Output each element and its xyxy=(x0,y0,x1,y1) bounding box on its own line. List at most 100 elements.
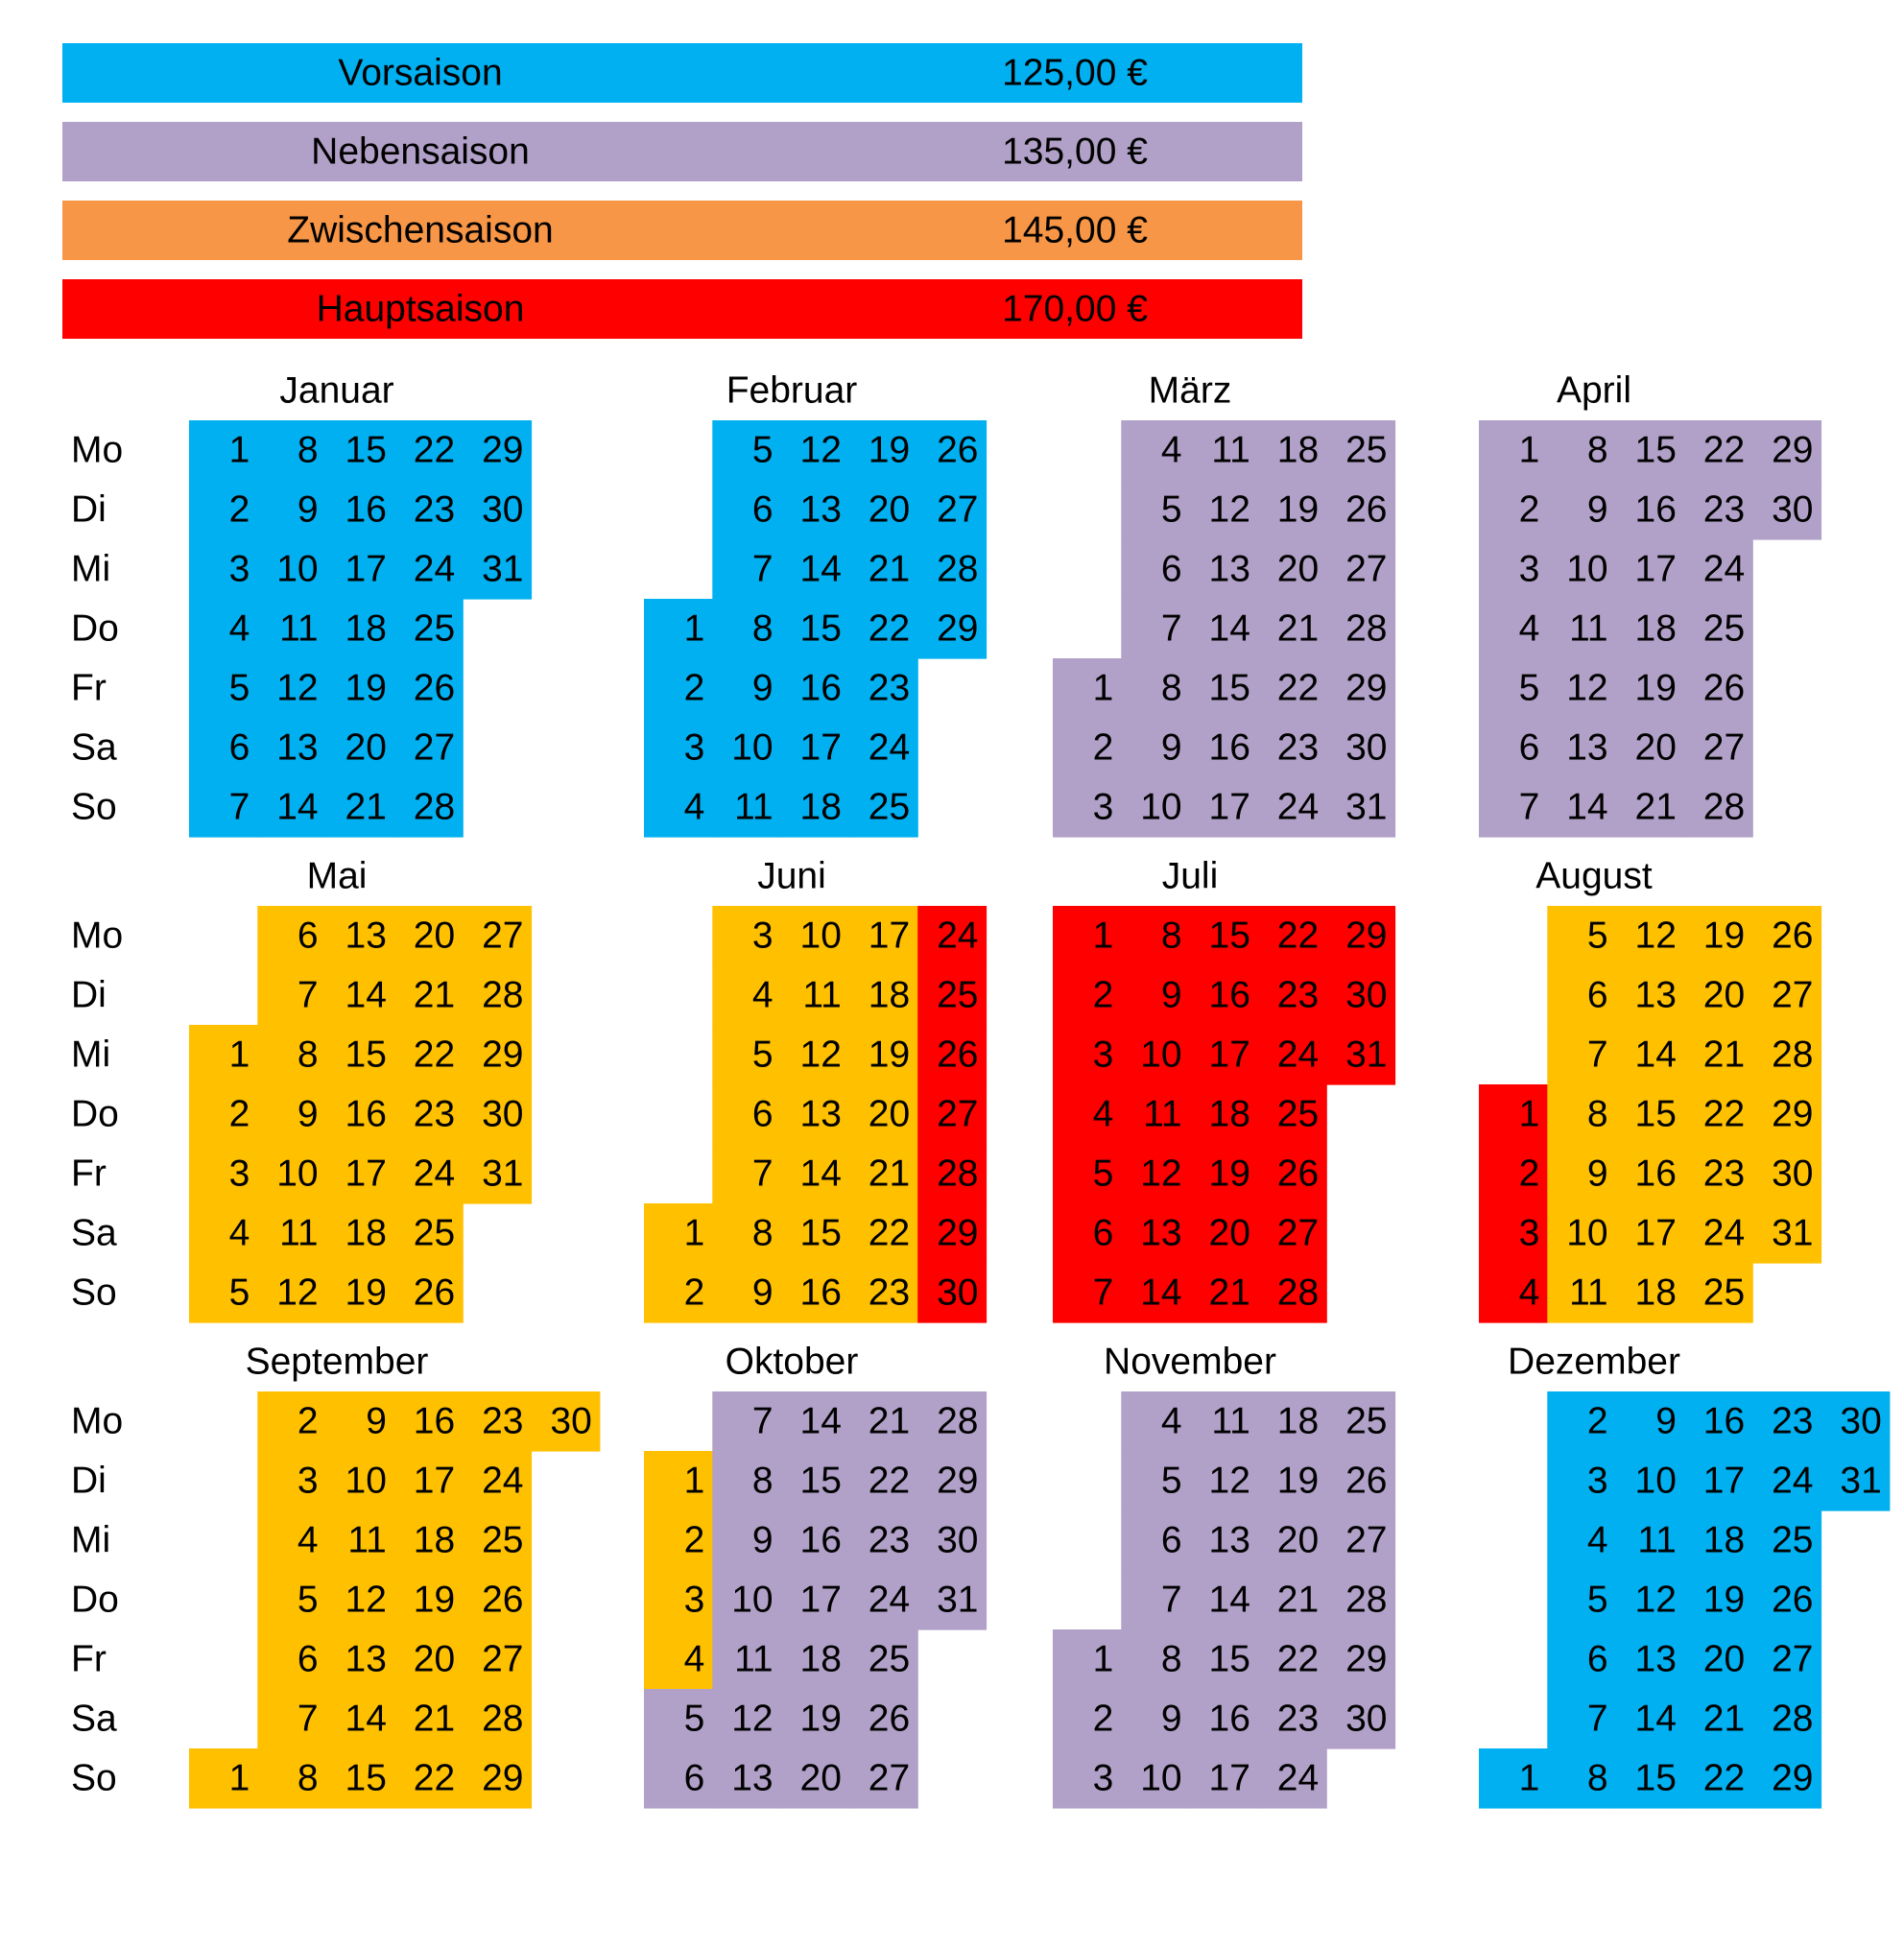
day-cell xyxy=(393,965,464,1026)
day-cell xyxy=(1326,1629,1396,1690)
day-number: 3 xyxy=(1519,1212,1540,1253)
day-number: 22 xyxy=(1703,429,1745,470)
day-number: 22 xyxy=(869,1212,910,1253)
day-cell xyxy=(848,1263,918,1323)
day-number: 19 xyxy=(1277,488,1319,530)
day-number: 5 xyxy=(1161,488,1182,530)
day-number: 25 xyxy=(869,786,910,827)
day-cell xyxy=(1683,965,1753,1026)
day-number: 24 xyxy=(414,1153,455,1194)
day-number: 11 xyxy=(279,607,319,649)
day-cell xyxy=(1547,1451,1617,1511)
day-number: 8 xyxy=(298,1757,319,1798)
day-cell xyxy=(917,1203,988,1264)
day-number: 29 xyxy=(1345,1638,1387,1679)
day-number: 19 xyxy=(1277,1460,1319,1501)
day-number: 10 xyxy=(1140,1757,1181,1798)
day-cell xyxy=(1752,480,1822,540)
day-number: 15 xyxy=(345,1757,387,1798)
day-number: 16 xyxy=(800,667,842,708)
day-cell xyxy=(780,1025,850,1085)
season-price: 170,00 € xyxy=(1002,288,1148,329)
season-bar xyxy=(62,201,1302,260)
day-number: 29 xyxy=(937,1212,978,1253)
day-number: 26 xyxy=(482,1579,523,1620)
day-number: 31 xyxy=(1840,1460,1881,1501)
day-cell xyxy=(712,1510,782,1571)
day-cell xyxy=(1121,539,1191,600)
day-cell xyxy=(257,1263,327,1323)
day-cell xyxy=(780,718,850,778)
day-number: 7 xyxy=(1519,786,1540,827)
day-cell xyxy=(780,1689,850,1749)
day-number: 28 xyxy=(482,974,523,1015)
day-cell xyxy=(393,1144,464,1204)
day-number: 19 xyxy=(869,429,910,470)
day-cell xyxy=(257,1451,327,1511)
day-number: 5 xyxy=(1587,1579,1608,1620)
day-cell xyxy=(644,658,713,719)
day-number: 8 xyxy=(1587,1093,1608,1134)
day-number: 19 xyxy=(800,1698,842,1739)
day-cell xyxy=(1189,480,1259,540)
day-cell xyxy=(1547,1629,1617,1690)
day-number: 13 xyxy=(345,1638,387,1679)
day-cell xyxy=(189,1263,258,1323)
day-number: 20 xyxy=(1277,1519,1319,1560)
day-number: 22 xyxy=(1277,667,1319,708)
day-cell xyxy=(1683,1263,1753,1323)
day-number: 13 xyxy=(1140,1212,1181,1253)
day-number: 16 xyxy=(345,1093,387,1134)
day-number: 14 xyxy=(1209,607,1250,649)
day-number: 12 xyxy=(1209,488,1250,530)
day-number: 4 xyxy=(684,1638,705,1679)
day-cell xyxy=(1683,1629,1753,1690)
day-cell xyxy=(393,539,464,600)
day-cell xyxy=(1053,1084,1122,1145)
day-cell xyxy=(644,1629,713,1690)
day-cell xyxy=(644,599,713,659)
day-number: 14 xyxy=(800,548,842,589)
day-number: 12 xyxy=(276,667,318,708)
day-number: 7 xyxy=(298,1698,319,1739)
day-number: 2 xyxy=(684,1519,705,1560)
day-cell xyxy=(257,718,327,778)
day-cell xyxy=(1326,1451,1396,1511)
day-number: 20 xyxy=(414,1638,455,1679)
day-number: 8 xyxy=(298,429,319,470)
day-cell xyxy=(1752,1025,1822,1085)
season-price: 125,00 € xyxy=(1002,52,1148,93)
day-number: 30 xyxy=(550,1400,591,1441)
day-cell xyxy=(189,718,258,778)
day-number: 30 xyxy=(1840,1400,1881,1441)
day-number: 25 xyxy=(1345,1400,1387,1441)
day-number: 6 xyxy=(752,1093,774,1134)
month-name: Dezember xyxy=(1508,1341,1680,1382)
weekday-label: Di xyxy=(71,488,107,530)
day-cell xyxy=(917,1144,988,1204)
day-number: 19 xyxy=(345,667,387,708)
day-cell xyxy=(1257,777,1327,838)
day-number: 6 xyxy=(298,915,319,956)
day-number: 30 xyxy=(482,1093,523,1134)
day-number: 11 xyxy=(1569,1272,1608,1313)
day-number: 2 xyxy=(229,488,250,530)
day-cell xyxy=(1683,1570,1753,1630)
day-number: 22 xyxy=(1703,1093,1745,1134)
day-cell xyxy=(1615,1203,1685,1264)
day-cell xyxy=(1752,906,1822,966)
day-cell xyxy=(257,1144,327,1204)
day-cell xyxy=(257,1629,327,1690)
day-cell xyxy=(1121,1748,1191,1809)
day-cell xyxy=(712,1689,782,1749)
day-cell xyxy=(1121,1391,1191,1452)
day-number: 16 xyxy=(1635,488,1677,530)
day-cell xyxy=(712,1144,782,1204)
day-number: 3 xyxy=(229,548,250,589)
day-cell xyxy=(848,480,918,540)
day-cell xyxy=(848,539,918,600)
day-number: 31 xyxy=(1345,786,1387,827)
day-cell xyxy=(1189,539,1259,600)
day-number: 23 xyxy=(869,1519,910,1560)
month-name: April xyxy=(1557,369,1631,411)
